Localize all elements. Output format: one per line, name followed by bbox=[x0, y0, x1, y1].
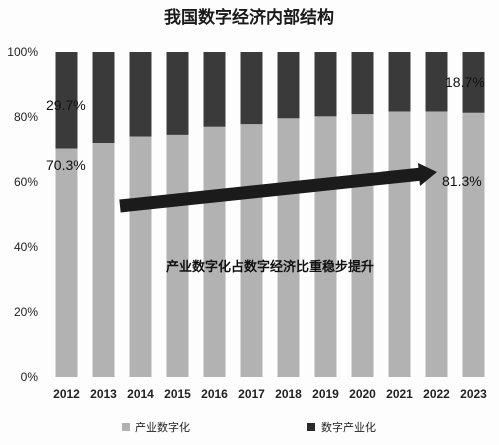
bar-2014-industrial-digitalization bbox=[129, 136, 152, 377]
x-tick-2012: 2012 bbox=[53, 387, 80, 401]
bar-2018-industrial-digitalization bbox=[277, 118, 300, 378]
legend-swatch-industrial-digitalization bbox=[122, 423, 130, 431]
bar-2022-digital-industrialization bbox=[425, 52, 448, 112]
x-tick-2016: 2016 bbox=[201, 387, 228, 401]
bar-2018-digital-industrialization bbox=[277, 52, 300, 119]
x-tick-2019: 2019 bbox=[312, 387, 339, 401]
bar-2015-industrial-digitalization bbox=[166, 134, 189, 377]
bar-2012-digital-industrialization bbox=[55, 52, 78, 149]
bar-2017-digital-industrialization bbox=[240, 52, 263, 125]
y-tick-40pct: 40% bbox=[14, 240, 38, 254]
legend-label-industrial-digitalization: 产业数字化 bbox=[135, 420, 190, 434]
x-tick-2020: 2020 bbox=[349, 387, 376, 401]
bar-2014-digital-industrialization bbox=[129, 52, 152, 137]
data-label-2023-bottom: 81.3% bbox=[442, 173, 482, 189]
bar-2013-industrial-digitalization bbox=[92, 143, 115, 377]
bar-2021-digital-industrialization bbox=[388, 52, 411, 112]
x-tick-2017: 2017 bbox=[238, 387, 265, 401]
legend-swatch-digital-industrialization bbox=[307, 423, 315, 431]
trend-annotation: 产业数字化占数字经济比重稳步提升 bbox=[166, 259, 374, 275]
x-tick-2015: 2015 bbox=[164, 387, 191, 401]
x-tick-2018: 2018 bbox=[275, 387, 302, 401]
bar-2023-digital-industrialization bbox=[462, 52, 485, 113]
data-label-2012-top: 29.7% bbox=[46, 97, 86, 113]
data-label-2023-top: 18.7% bbox=[445, 74, 485, 90]
legend: 产业数字化 数字产业化 bbox=[122, 420, 376, 434]
bar-2022-industrial-digitalization bbox=[425, 111, 448, 377]
chart-title: 我国数字经济内部结构 bbox=[164, 7, 334, 28]
bars-group bbox=[55, 52, 485, 378]
legend-label-digital-industrialization: 数字产业化 bbox=[321, 420, 376, 434]
x-tick-2013: 2013 bbox=[90, 387, 117, 401]
x-axis: 2012 2013 2014 2015 2016 2017 2018 2019 2020 2021… bbox=[53, 387, 487, 401]
trend-arrow bbox=[119, 163, 437, 213]
y-tick-100pct: 100% bbox=[7, 45, 38, 59]
bar-2015-digital-industrialization bbox=[166, 52, 189, 135]
x-tick-2014: 2014 bbox=[127, 387, 154, 401]
x-tick-2023: 2023 bbox=[460, 387, 487, 401]
bar-2020-digital-industrialization bbox=[351, 52, 374, 115]
bar-2020-industrial-digitalization bbox=[351, 114, 374, 377]
bar-2019-digital-industrialization bbox=[314, 52, 337, 117]
x-tick-2022: 2022 bbox=[423, 387, 450, 401]
y-tick-20pct: 20% bbox=[14, 305, 38, 319]
bar-2016-digital-industrialization bbox=[203, 52, 226, 127]
bar-2017-industrial-digitalization bbox=[240, 124, 263, 378]
bar-2016-industrial-digitalization bbox=[203, 126, 226, 377]
y-axis: 0% 20% 40% 60% 80% 100% bbox=[7, 45, 38, 384]
y-tick-0pct: 0% bbox=[21, 370, 39, 384]
bar-2013-digital-industrialization bbox=[92, 52, 115, 143]
bar-2021-industrial-digitalization bbox=[388, 111, 411, 377]
bar-2023-industrial-digitalization bbox=[462, 112, 485, 378]
data-label-2012-bottom: 70.3% bbox=[46, 157, 86, 173]
y-tick-80pct: 80% bbox=[14, 110, 38, 124]
y-tick-60pct: 60% bbox=[14, 175, 38, 189]
bar-2012-industrial-digitalization bbox=[55, 148, 78, 377]
x-tick-2021: 2021 bbox=[386, 387, 413, 401]
bar-2019-industrial-digitalization bbox=[314, 116, 337, 377]
